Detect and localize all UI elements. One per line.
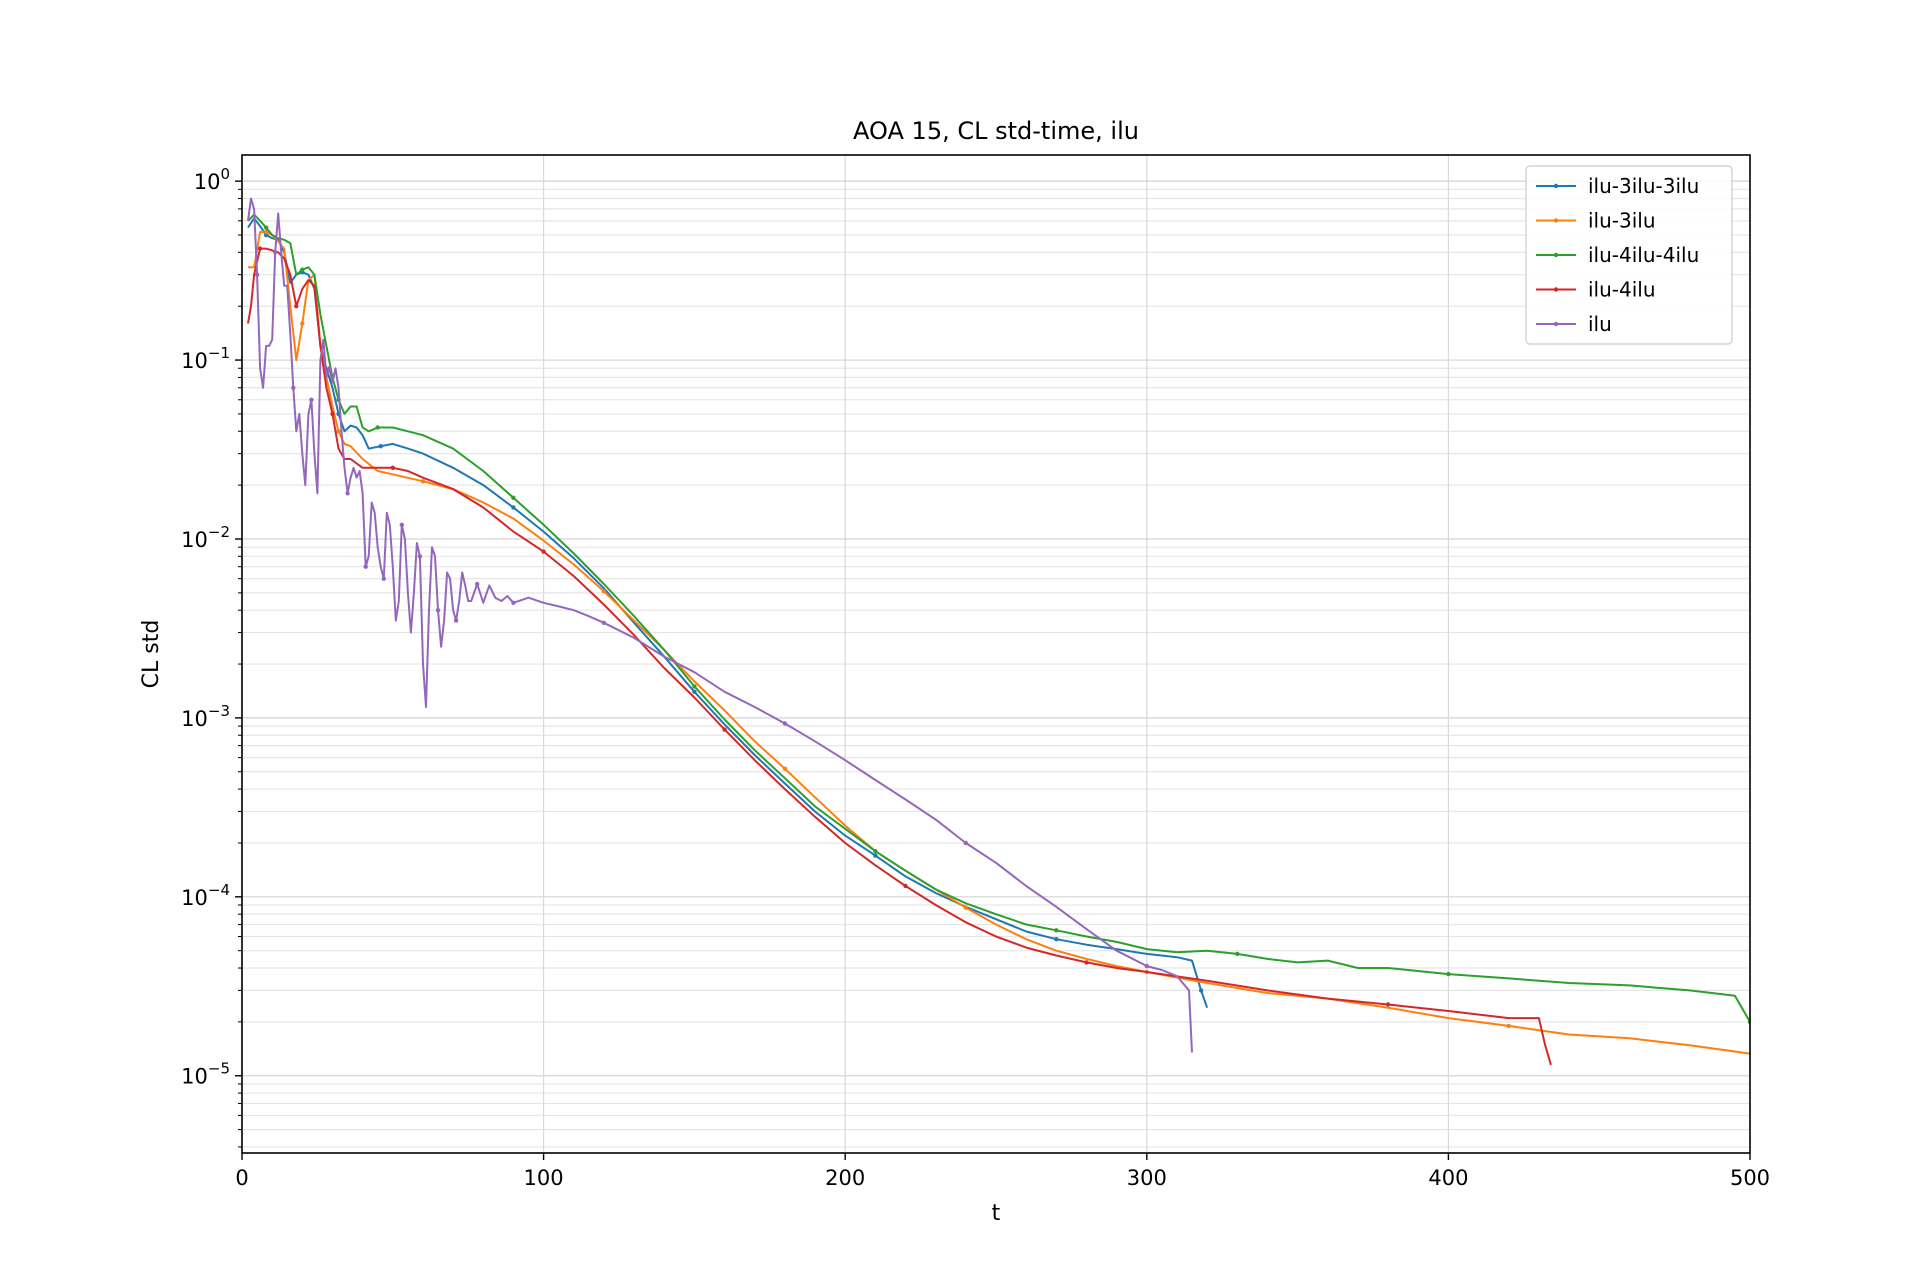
data-point-ilu — [963, 840, 968, 846]
y-tick-base: 10 — [194, 170, 221, 194]
chart-title: AOA 15, CL std-time, ilu — [853, 117, 1139, 145]
data-point-ilu-4ilu — [1385, 1002, 1391, 1007]
series-line-ilu — [247, 197, 1193, 1053]
data-point-ilu-4ilu-4ilu — [300, 267, 305, 272]
data-point-ilu-4ilu-4ilu — [511, 495, 516, 500]
data-point-ilu — [417, 554, 423, 559]
data-point-ilu-3ilu — [420, 479, 426, 484]
y-tick-exponent: −4 — [208, 881, 230, 899]
data-point-ilu — [1144, 963, 1150, 969]
data-point-ilu-3ilu-3ilu — [1054, 937, 1059, 942]
x-axis-ticks: 0 100 200 300 400 500 — [235, 1153, 1770, 1190]
y-tick-label: 10−1 — [181, 344, 230, 373]
data-point-ilu-4ilu — [257, 246, 263, 251]
y-tick-label: 10−4 — [181, 881, 230, 910]
data-point-ilu-4ilu-4ilu — [1446, 971, 1451, 977]
y-tick-label: 10−3 — [181, 702, 230, 731]
plot-frame — [241, 154, 1751, 1154]
data-point-ilu — [381, 576, 386, 581]
data-point-ilu — [291, 385, 296, 390]
data-point-ilu-3ilu — [601, 589, 607, 594]
y-tick-label: 10−5 — [181, 1060, 230, 1089]
data-point-ilu-4ilu-4ilu — [375, 425, 380, 430]
data-point-ilu-4ilu-4ilu — [1235, 951, 1240, 957]
legend-marker — [1553, 252, 1559, 258]
data-point-ilu-3ilu — [263, 229, 269, 235]
legend-label: ilu-3ilu-3ilu — [1588, 174, 1699, 198]
data-point-ilu-4ilu-4ilu — [873, 849, 878, 854]
data-point-ilu-3ilu-3ilu — [378, 444, 383, 449]
data-point-ilu — [435, 608, 441, 613]
y-tick-exponent: −5 — [208, 1060, 230, 1078]
data-point-ilu-4ilu — [541, 549, 546, 554]
legend-label: ilu-4ilu — [1588, 278, 1656, 302]
y-axis-label: CL std — [139, 620, 164, 689]
legend-label: ilu — [1588, 312, 1612, 336]
data-point-ilu — [475, 581, 480, 587]
data-point-ilu-3ilu — [782, 766, 788, 771]
data-point-ilu — [273, 250, 278, 255]
y-tick-label: 10−2 — [181, 523, 230, 552]
data-point-ilu-3ilu — [1506, 1023, 1511, 1029]
data-point-ilu-4ilu — [722, 727, 727, 732]
y-tick-exponent: −2 — [208, 523, 230, 541]
x-tick-label: 400 — [1428, 1166, 1468, 1190]
data-point-ilu-3ilu — [963, 905, 968, 910]
data-point-ilu — [511, 600, 516, 605]
data-point-ilu-3ilu-3ilu — [511, 505, 516, 510]
x-tick-label: 200 — [825, 1166, 865, 1190]
legend-label: ilu-3ilu — [1588, 209, 1656, 233]
y-tick-base: 10 — [181, 1065, 208, 1089]
data-point-ilu — [363, 564, 368, 569]
legend-marker — [1553, 321, 1559, 327]
y-tick-base: 10 — [181, 707, 208, 731]
data-point-ilu-3ilu — [336, 429, 341, 434]
x-tick-label: 100 — [524, 1166, 564, 1190]
data-point-ilu-4ilu — [390, 465, 395, 470]
data-point-ilu — [254, 272, 260, 277]
data-point-ilu — [782, 721, 788, 726]
data-point-ilu-4ilu-4ilu — [263, 225, 269, 230]
series-line-ilu-3ilu — [248, 231, 1750, 1055]
data-point-ilu-4ilu-4ilu — [1054, 928, 1059, 933]
data-point-ilu — [309, 397, 314, 402]
y-tick-exponent: −1 — [208, 344, 230, 362]
legend-label: ilu-4ilu-4ilu — [1588, 243, 1699, 267]
data-point-ilu — [345, 491, 350, 496]
legend-box — [1525, 165, 1733, 345]
y-tick-exponent: −3 — [208, 702, 230, 720]
data-point-ilu-4ilu — [903, 883, 908, 889]
data-point-ilu-4ilu-4ilu — [692, 684, 697, 689]
series-line-ilu-4ilu — [247, 247, 1552, 1066]
x-tick-label: 0 — [235, 1166, 248, 1190]
legend-marker — [1553, 287, 1559, 292]
data-point-ilu-3ilu-3ilu — [873, 853, 878, 858]
y-tick-base: 10 — [181, 528, 208, 552]
data-point-ilu-4ilu — [294, 304, 299, 309]
data-point-ilu-4ilu — [1084, 960, 1089, 965]
data-point-ilu — [399, 522, 404, 527]
series-line-ilu-4ilu-4ilu — [247, 213, 1750, 1023]
y-tick-base: 10 — [181, 349, 208, 373]
series-layer — [247, 197, 1750, 1066]
data-point-ilu-3ilu-3ilu — [692, 689, 697, 694]
y-tick-base: 10 — [181, 886, 208, 910]
legend: ilu-3ilu-3ilu ilu-3ilu ilu-4ilu-4ilu ilu-4i… — [1525, 165, 1733, 345]
data-point-ilu — [327, 366, 332, 371]
x-tick-label: 500 — [1730, 1166, 1770, 1190]
data-point-ilu-3ilu — [300, 321, 305, 326]
x-axis-label: t — [992, 1201, 1001, 1226]
y-tick-exponent: 0 — [220, 165, 230, 183]
x-tick-label: 300 — [1127, 1166, 1167, 1190]
data-point-ilu — [453, 618, 459, 623]
data-point-ilu-3ilu-3ilu — [1198, 988, 1204, 993]
data-point-ilu — [601, 620, 607, 625]
legend-marker — [1553, 183, 1559, 189]
legend-marker — [1553, 218, 1559, 223]
data-point-ilu-4ilu — [330, 411, 335, 417]
y-tick-label: 100 — [194, 165, 230, 194]
